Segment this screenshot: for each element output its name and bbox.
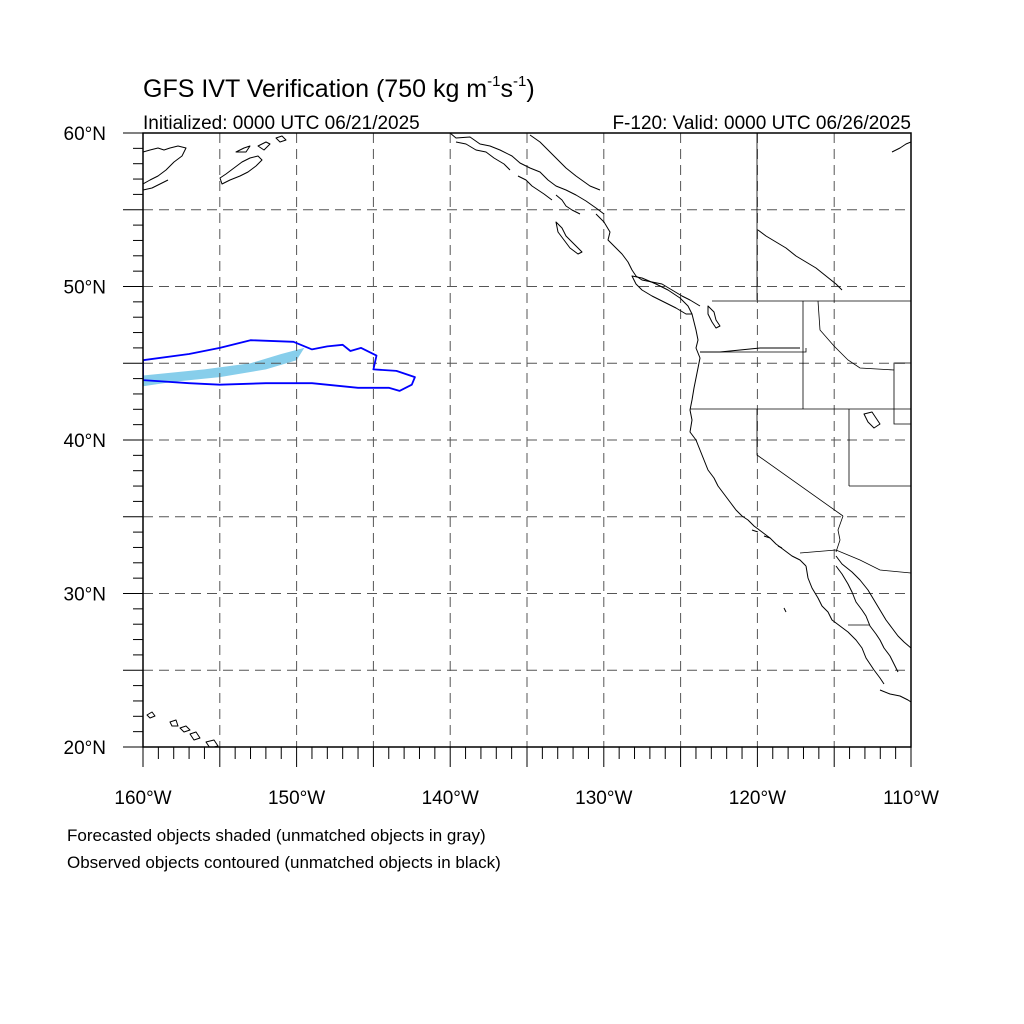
- initialized-subtitle: Initialized: 0000 UTC 06/21/2025: [143, 113, 420, 134]
- valid-time-subtitle: F-120: Valid: 0000 UTC 06/26/2025: [612, 113, 911, 134]
- latitude-labels: 60°N 50°N 40°N 30°N 20°N: [64, 124, 106, 759]
- lon-tick-label: 160°W: [114, 788, 171, 809]
- forecast-legend-note: Forecasted objects shaded (unmatched obj…: [67, 826, 486, 845]
- observed-legend-note: Observed objects contoured (unmatched ob…: [67, 853, 501, 872]
- lat-tick-label: 20°N: [64, 738, 106, 759]
- graticule: [143, 133, 911, 747]
- lon-tick-label: 130°W: [575, 788, 632, 809]
- lat-tick-label: 60°N: [64, 124, 106, 145]
- lat-tick-label: 40°N: [64, 431, 106, 452]
- lat-tick-label: 30°N: [64, 585, 106, 606]
- coastlines: [143, 133, 911, 747]
- axis-ticks: [123, 132, 912, 767]
- lon-tick-label: 110°W: [883, 788, 939, 809]
- lon-tick-label: 120°W: [729, 788, 786, 809]
- political-borders: [690, 133, 911, 626]
- longitude-labels: 160°W 150°W 140°W 130°W 120°W 110°W: [114, 788, 939, 809]
- plot-area: [143, 133, 911, 747]
- lon-tick-label: 150°W: [268, 788, 325, 809]
- forecast-object-shaded: [143, 347, 305, 387]
- figure-title: GFS IVT Verification (750 kg m-1s-1): [143, 73, 535, 103]
- observed-object-contour: [143, 339, 416, 392]
- lon-tick-label: 140°W: [422, 788, 479, 809]
- lat-tick-label: 50°N: [64, 278, 106, 299]
